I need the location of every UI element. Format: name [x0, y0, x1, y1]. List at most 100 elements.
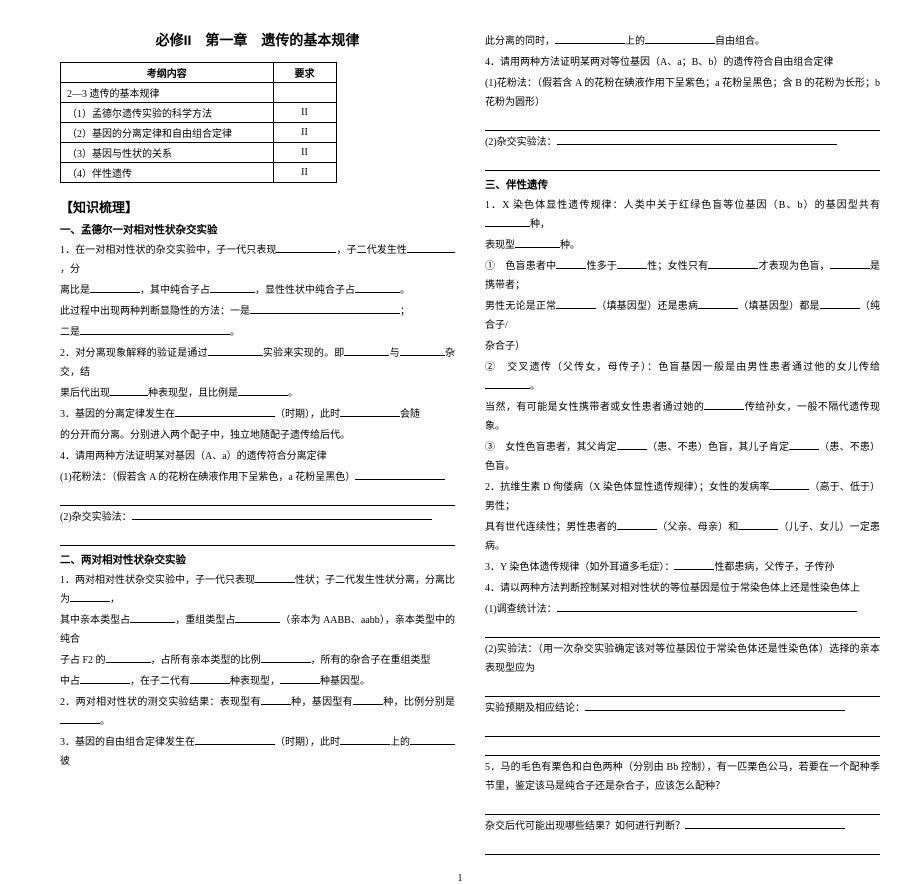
paragraph: 杂合子） — [485, 337, 880, 356]
blank — [617, 438, 647, 450]
table-row: 2—3 遗传的基本规律 — [61, 83, 337, 103]
table-header-row: 考纲内容 要求 — [61, 63, 337, 83]
blank — [340, 405, 400, 417]
text: 种表现型， — [230, 676, 280, 687]
text: 会随 — [400, 409, 420, 420]
td-content: （3）基因与性状的关系 — [61, 143, 274, 163]
section-2-heading: 二、两对相对性状杂交实验 — [60, 552, 455, 567]
text: (2)杂交实验法： — [60, 512, 132, 523]
blank — [407, 241, 455, 253]
text: 二是 — [60, 327, 80, 338]
td-req — [273, 83, 336, 103]
paragraph: (2)实验法：（用一次杂交实验确定该对等位基因位于常染色体还是性染色体）选择的亲… — [485, 640, 880, 678]
blank-line — [60, 529, 455, 546]
blank — [485, 377, 530, 389]
paragraph: 3．Y 染色体遗传规律（如外耳道多毛症）：性都患病，父传子，子传孙 — [485, 558, 880, 577]
blank — [555, 32, 625, 44]
paragraph: 离比是，其中纯合子占，显性性状中纯合子占。 — [60, 281, 455, 300]
text: ，其中纯合子占 — [140, 285, 210, 296]
blank — [238, 384, 288, 396]
text: 其中亲本类型占 — [60, 615, 130, 626]
knowledge-heading: 【知识梳理】 — [60, 197, 455, 216]
paragraph: 2．抗维生素 D 佝偻病（X 染色体显性遗传规律）；女性的发病率（高于、低于）男… — [485, 478, 880, 516]
paragraph: 1．在一对相对性状的杂交实验中，子一代只表现，子二代发生性，分 — [60, 241, 455, 279]
blank — [80, 323, 230, 335]
text: 上的 — [390, 737, 410, 748]
text: ，重组类型占 — [175, 615, 235, 626]
blank — [685, 817, 845, 829]
page-number: 1 — [0, 873, 920, 884]
text: ，在子二代有 — [130, 676, 190, 687]
paragraph: 3．基因的分离定律发生在（时期），此时会随 — [60, 405, 455, 424]
text: ， — [110, 594, 120, 605]
blank-line — [485, 838, 880, 855]
blank — [70, 590, 110, 602]
text: 实验来实现的。即 — [263, 348, 345, 359]
paragraph: 男性无论是正常（填基因型）还是患病（填基因型）都是（纯合子/ — [485, 297, 880, 335]
paragraph: 二是 。 — [60, 323, 455, 342]
blank — [190, 672, 230, 684]
text: 种表现型，且比例是 — [148, 388, 238, 399]
text: 2．对分离现象解释的验证是通过 — [60, 348, 208, 359]
table-row: （2）基因的分离定律和自由组合定律II — [61, 123, 337, 143]
text: ，分 — [60, 264, 80, 275]
blank-line — [485, 798, 880, 815]
paragraph: 杂交后代可能出现哪些结果？如何进行判断？ — [485, 817, 880, 836]
text: 与 — [389, 348, 399, 359]
text: ，显性性状中纯合子占 — [255, 285, 355, 296]
blank — [556, 297, 596, 309]
td-content: （4）伴性遗传 — [61, 163, 274, 183]
blank — [617, 257, 647, 269]
paragraph: (1)调查统计法： — [485, 600, 880, 619]
text: （时期），此时 — [275, 737, 340, 748]
text: 。 — [100, 716, 110, 727]
blank — [698, 297, 738, 309]
paragraph: 此过程中出现两种判断显隐性的方法：一是； — [60, 302, 455, 321]
page-container: 必修II 第一章 遗传的基本规律 考纲内容 要求 2—3 遗传的基本规律 （1）… — [0, 0, 920, 867]
paragraph: (2)杂交实验法： — [485, 133, 880, 152]
text: 离比是 — [60, 285, 90, 296]
section-1-heading: 一、孟德尔一对相对性状杂交实验 — [60, 222, 455, 237]
blank-line — [485, 621, 880, 638]
text: 1．在一对相对性状的杂交实验中，子一代只表现 — [60, 245, 276, 256]
text: 性多于 — [586, 261, 617, 272]
text: 才表现为色盲， — [758, 261, 829, 272]
blank — [106, 651, 151, 663]
section-3-heading: 三、伴性遗传 — [485, 177, 880, 192]
text: ； — [400, 306, 410, 317]
text: ① 色盲患者中 — [485, 261, 556, 272]
text: 上的 — [625, 36, 645, 47]
text: （时期），此时 — [275, 409, 340, 420]
text: 性都患病，父传子，子传孙 — [714, 562, 834, 573]
blank — [708, 257, 758, 269]
table-row: （1）孟德尔遗传实验的科学方法II — [61, 103, 337, 123]
text: 种， — [530, 219, 550, 230]
paragraph: 2．对分离现象解释的验证是通过实验来实现的。即与杂交，结 — [60, 344, 455, 382]
blank — [195, 733, 275, 745]
td-req: II — [273, 143, 336, 163]
paragraph: 此分离的同时，上的自由组合。 — [485, 32, 880, 51]
paragraph: 2．两对相对性状的测交实验结果：表现型有种，基因型有种，比例分别是。 — [60, 693, 455, 731]
text: 3．基因的自由组合定律发生在 — [60, 737, 195, 748]
paragraph: 4．请用两种方法证明某对基因（A、a）的遗传符合分离定律 — [60, 447, 455, 466]
blank — [789, 438, 819, 450]
paragraph: 4．请用两种方法证明某两对等位基因（A、a；B、b）的遗传符合自由组合定律 — [485, 53, 880, 72]
text: (1)花粉法：（假若含 A 的花粉在碘液作用下呈紫色，a 花粉呈黑色） — [60, 472, 355, 483]
blank — [90, 281, 140, 293]
text: 。 — [230, 327, 240, 338]
blank — [557, 600, 857, 612]
text: 。 — [530, 381, 540, 392]
text: 1．两对相对性状杂交实验中，子一代只表现 — [60, 575, 255, 586]
text: 种。 — [560, 240, 580, 251]
table-row: （4）伴性遗传II — [61, 163, 337, 183]
paragraph: ② 交叉遗传（父传女，母传子）：色盲基因一般是由男性患者通过他的女儿传给。 — [485, 358, 880, 396]
paragraph: 1．两对相对性状杂交实验中，子一代只表现性状；子二代发生性状分离，分离比为， — [60, 571, 455, 609]
blank — [410, 733, 455, 745]
paragraph: 果后代出现种表现型，且比例是。 — [60, 384, 455, 403]
blank — [400, 344, 445, 356]
text: 当然，有可能是女性携带者或女性患者通过她的 — [485, 402, 704, 413]
text: 实验预期及相应结论： — [485, 703, 585, 714]
paragraph: 1．X 染色体显性遗传规律：人类中关于红绿色盲等位基因（B、b）的基因型共有种， — [485, 196, 880, 234]
text: ③ 女性色盲患者，其父肯定 — [485, 442, 617, 453]
td-req: II — [273, 103, 336, 123]
